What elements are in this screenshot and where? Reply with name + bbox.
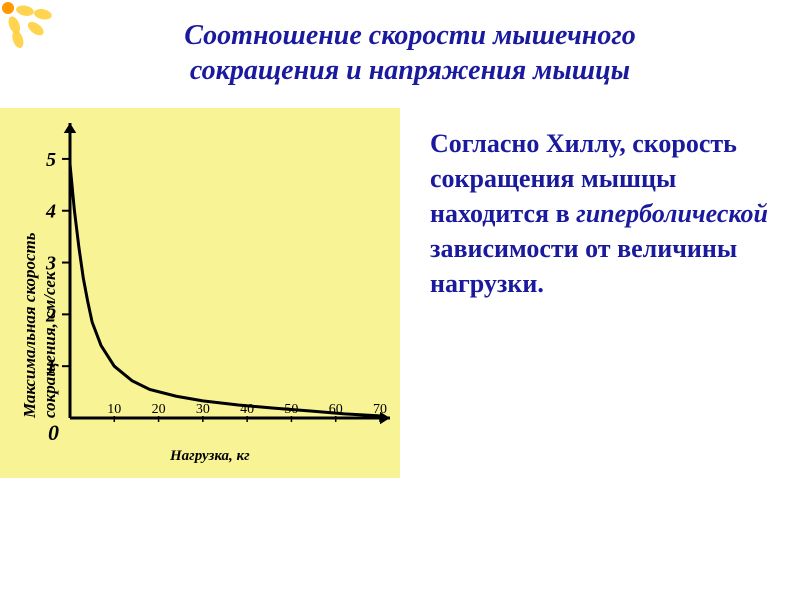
x-tick: 10 xyxy=(107,402,121,418)
title-line-1: Соотношение скорости мышечного xyxy=(184,20,635,51)
x-axis-label: Нагрузка, кг xyxy=(170,448,250,465)
svg-text:5: 5 xyxy=(46,149,56,171)
y-axis-label: Максимальная скорость сокращения, см/сек xyxy=(20,233,60,418)
x-tick: 60 xyxy=(329,402,343,418)
x-tick: 70 xyxy=(373,402,387,418)
x-tick: 40 xyxy=(240,402,254,418)
slide-title: Соотношение скорости мышечного сокращени… xyxy=(0,0,800,98)
x-tick: 20 xyxy=(152,402,166,418)
desc-post: зависимости от величины нагрузки. xyxy=(430,234,737,298)
hill-curve-chart: 12345 xyxy=(0,108,400,478)
x-tick: 50 xyxy=(284,402,298,418)
x-tick: 30 xyxy=(196,402,210,418)
desc-emph: гиперболической xyxy=(576,199,768,228)
content-row: 12345 Максимальная скорость сокращения, … xyxy=(0,98,800,478)
origin-label: 0 xyxy=(48,420,59,446)
title-line-2: сокращения и напряжения мышцы xyxy=(190,55,630,86)
chart-container: 12345 Максимальная скорость сокращения, … xyxy=(0,108,400,478)
corner-flower-icon xyxy=(0,0,70,70)
svg-text:4: 4 xyxy=(45,201,56,223)
description-text: Согласно Хиллу, скорость сокращения мышц… xyxy=(400,108,780,301)
